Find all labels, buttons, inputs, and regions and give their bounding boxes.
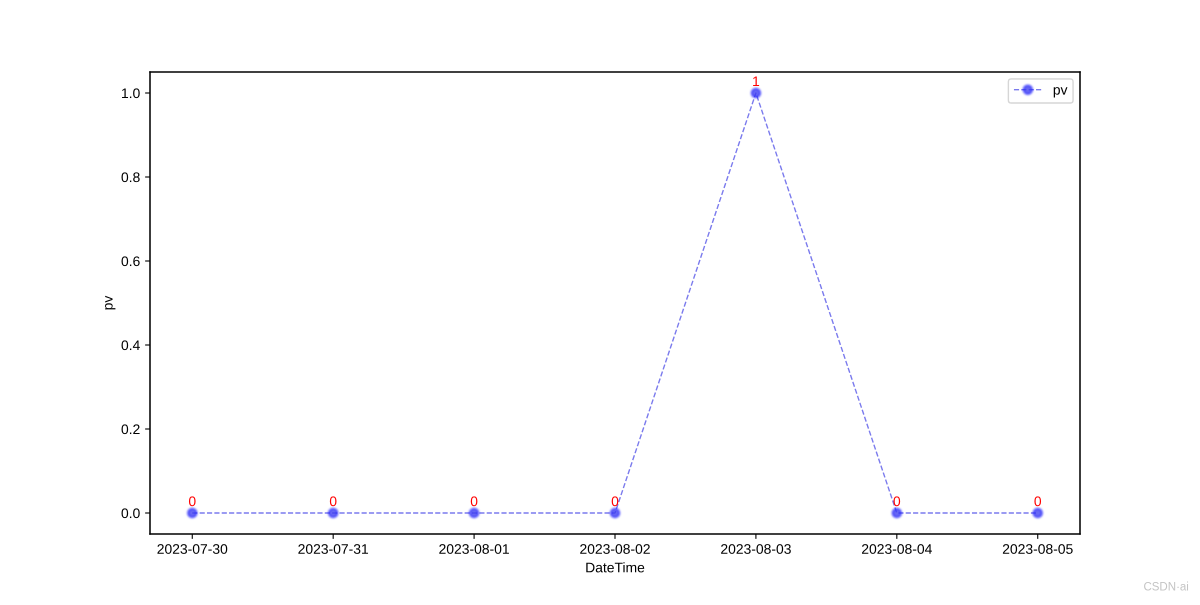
svg-text:CSDN·ai: CSDN·ai — [1143, 581, 1188, 593]
